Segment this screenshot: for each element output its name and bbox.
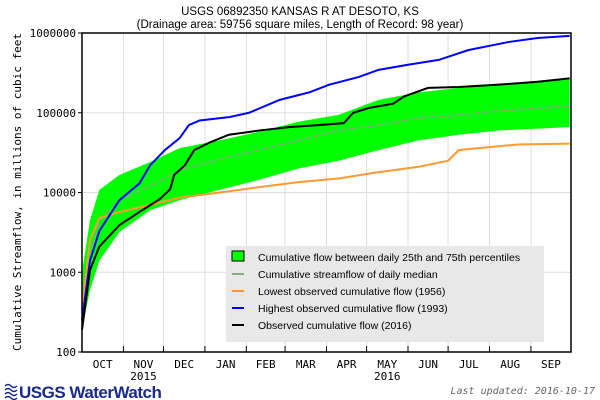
legend-label-observed: Observed cumulative flow (2016) xyxy=(258,320,412,332)
x-tick-label-nov: NOV xyxy=(134,358,154,371)
legend-swatch-band xyxy=(231,250,245,262)
x-tick-label-feb: FEB xyxy=(256,358,276,371)
legend-label-lowest: Lowest observed cumulative flow (1956) xyxy=(258,286,445,298)
x-tick-label-jun: JUN xyxy=(418,358,438,371)
x-tick-label-jul: JUL xyxy=(459,358,479,371)
usgs-wave-icon xyxy=(4,383,18,400)
percentile-band-area xyxy=(82,79,570,330)
last-updated: Last updated: 2016-10-17 xyxy=(451,386,596,397)
series-lines xyxy=(81,34,570,330)
x-tick-label-apr: APR xyxy=(337,358,357,371)
year-label: 2015 xyxy=(130,370,157,383)
legend-label-highest: Highest observed cumulative flow (1993) xyxy=(258,303,448,315)
year-label: 2016 xyxy=(374,370,401,383)
logo-text: USGS WaterWatch xyxy=(19,383,161,400)
x-tick-label-oct: OCT xyxy=(93,358,113,371)
legend: Cumulative flow between daily 25th and 7… xyxy=(226,246,544,342)
chart-subtitle: (Drainage area: 59756 square miles, Leng… xyxy=(137,19,464,31)
y-axis-label: Cumulative Streamflow, in millions of cu… xyxy=(11,33,24,351)
y-tick-label: 1000 xyxy=(50,266,77,279)
x-tick-label-dec: DEC xyxy=(174,358,194,371)
legend-label-median: Cumulative streamflow of daily median xyxy=(258,269,438,281)
x-tick-label-jan: JAN xyxy=(216,358,236,371)
x-tick-label-aug: AUG xyxy=(500,358,520,371)
x-tick-label-sep: SEP xyxy=(541,358,561,371)
y-tick-label: 10000 xyxy=(43,187,76,200)
x-tick-label-may: MAY xyxy=(377,358,397,371)
series-line-observed xyxy=(81,77,570,330)
series-line-median xyxy=(81,105,570,291)
y-tick-label: 100 xyxy=(56,346,76,359)
series-line-highest xyxy=(81,34,570,321)
y-tick-label: 1000000 xyxy=(30,27,76,40)
y-tick-label: 100000 xyxy=(36,107,76,120)
legend-label-band: Cumulative flow between daily 25th and 7… xyxy=(258,252,520,264)
series-line-lowest xyxy=(81,142,570,311)
usgs-logo: USGS WaterWatch xyxy=(4,383,162,400)
chart-title: USGS 06892350 KANSAS R AT DESOTO, KS xyxy=(181,6,419,18)
x-tick-label-mar: MAR xyxy=(296,358,316,371)
percentile-band xyxy=(82,79,570,330)
